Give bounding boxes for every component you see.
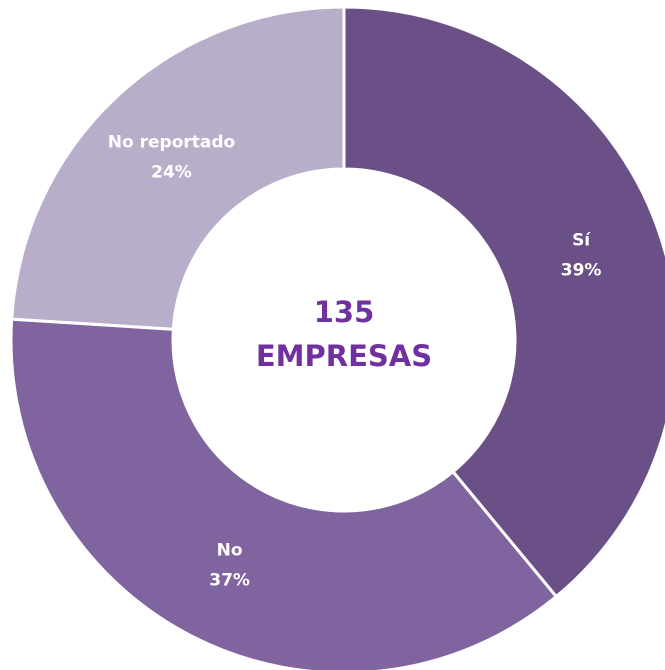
center-label: EMPRESAS (256, 339, 432, 373)
slice-value: 39% (561, 261, 602, 281)
slice-value: 24% (151, 162, 192, 182)
slice-name: No reportado (108, 132, 235, 152)
slice-value: 37% (209, 571, 250, 591)
slice-name: Sí (572, 231, 591, 251)
slice (342, 5, 665, 599)
slice (10, 5, 346, 331)
slice (9, 317, 559, 670)
slice-name: No (217, 541, 243, 561)
center-number: 135 (314, 295, 375, 329)
